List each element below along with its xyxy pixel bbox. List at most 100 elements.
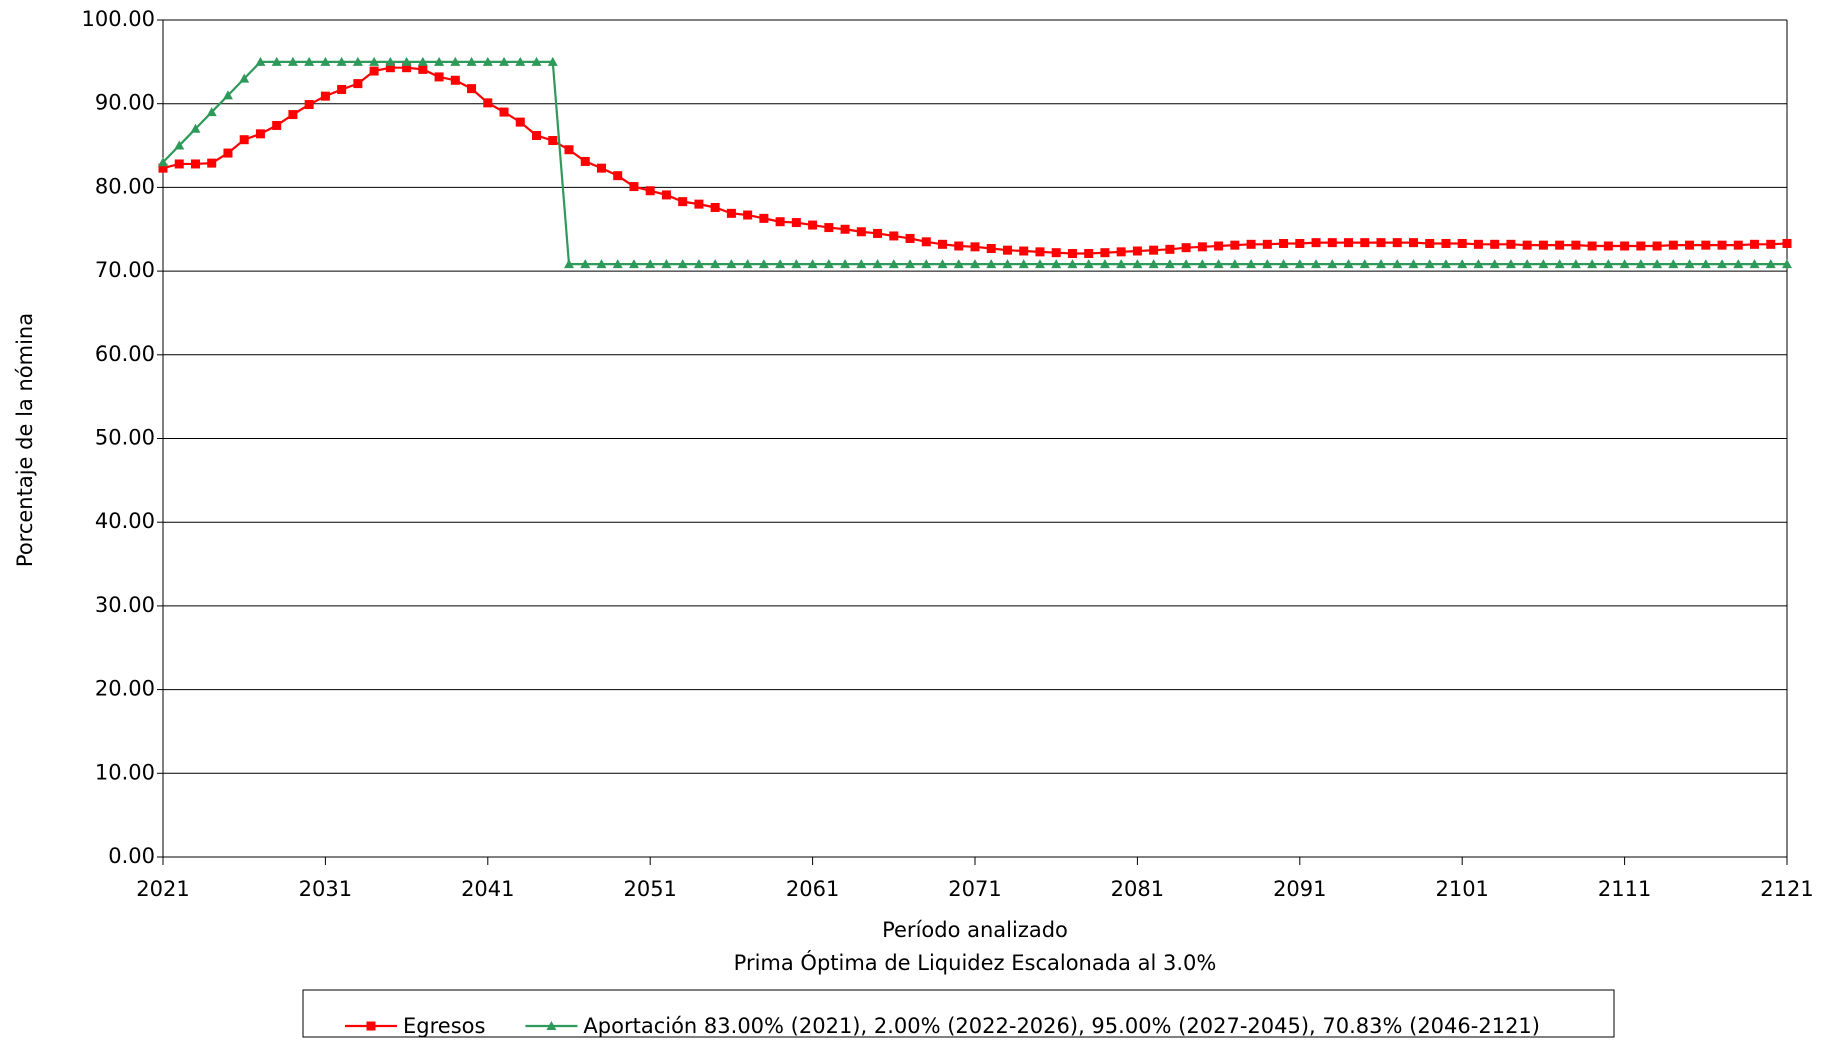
x-tick-label: 2061 [786, 877, 839, 901]
marker [1750, 239, 1760, 249]
marker [1717, 259, 1728, 269]
marker [1018, 259, 1029, 269]
x-tick-label: 2121 [1760, 877, 1813, 901]
marker [515, 56, 526, 66]
marker [645, 259, 656, 269]
marker [320, 56, 331, 66]
marker [1424, 259, 1435, 269]
marker [1149, 245, 1159, 255]
marker [1408, 259, 1419, 269]
marker [402, 63, 412, 73]
marker [1132, 259, 1143, 269]
marker [596, 163, 606, 173]
marker [1132, 246, 1142, 256]
marker [1359, 259, 1370, 269]
marker [1570, 259, 1581, 269]
marker [726, 208, 736, 218]
marker [1538, 259, 1549, 269]
marker [467, 84, 477, 94]
marker [1002, 259, 1013, 269]
y-tick-label: 70.00 [95, 258, 155, 282]
y-axis-label: Porcentaje de la nómina [13, 313, 37, 567]
marker [1002, 245, 1012, 255]
marker [174, 140, 185, 150]
x-tick-label: 2091 [1273, 877, 1326, 901]
marker [1392, 238, 1402, 248]
marker [1700, 259, 1711, 269]
marker [677, 259, 688, 269]
marker [986, 259, 997, 269]
marker [612, 259, 623, 269]
marker [1067, 249, 1077, 259]
marker [272, 120, 282, 130]
marker [661, 259, 672, 269]
marker [174, 159, 184, 169]
marker [1603, 259, 1614, 269]
marker [353, 79, 363, 89]
marker [1246, 239, 1256, 249]
marker [1685, 240, 1695, 250]
marker [158, 157, 168, 167]
marker [287, 56, 298, 66]
marker [613, 171, 623, 181]
marker [304, 56, 315, 66]
marker [1344, 238, 1354, 248]
legend-box [302, 989, 1615, 1038]
marker [1668, 259, 1679, 269]
marker [678, 197, 688, 207]
marker [937, 259, 948, 269]
marker [1360, 238, 1370, 248]
marker [1408, 238, 1418, 248]
marker [1262, 239, 1272, 249]
marker [564, 259, 574, 269]
marker [1343, 259, 1354, 269]
marker [1262, 259, 1273, 269]
marker [1636, 241, 1646, 251]
marker [775, 259, 786, 269]
marker [1067, 259, 1078, 269]
x-tick-label: 2081 [1111, 877, 1164, 901]
marker [1327, 259, 1338, 269]
marker [1440, 259, 1451, 269]
marker [1148, 259, 1159, 269]
marker [1652, 259, 1663, 269]
marker [1100, 248, 1110, 258]
marker [1620, 241, 1630, 251]
y-tick-label: 0.00 [108, 844, 155, 868]
marker [1701, 240, 1711, 250]
marker [1214, 241, 1224, 251]
series-line [162, 66, 1788, 255]
marker [1083, 259, 1094, 269]
marker [548, 136, 558, 146]
legend-label: Aportación 83.00% (2021), 2.00% (2022-20… [583, 1014, 1540, 1038]
marker [1473, 239, 1483, 249]
marker [1782, 238, 1792, 248]
marker [856, 259, 867, 269]
marker [1733, 240, 1743, 250]
marker [271, 56, 282, 66]
marker [710, 259, 721, 269]
x-tick-label: 2031 [299, 877, 352, 901]
marker [1490, 239, 1500, 249]
marker [580, 156, 590, 166]
marker [1116, 247, 1126, 257]
marker [1538, 240, 1548, 250]
marker [1603, 241, 1613, 251]
marker [645, 186, 655, 196]
marker [921, 237, 931, 247]
marker [418, 64, 428, 74]
marker [369, 66, 379, 76]
marker [531, 56, 542, 66]
y-tick-label: 10.00 [95, 760, 155, 784]
marker [385, 63, 395, 73]
marker [710, 202, 720, 212]
marker [1425, 238, 1435, 248]
marker [1668, 240, 1678, 250]
marker [758, 259, 769, 269]
marker [1554, 259, 1565, 269]
marker [938, 239, 948, 249]
marker [743, 210, 753, 220]
marker [223, 148, 233, 158]
marker [255, 129, 265, 139]
marker [1522, 259, 1533, 269]
